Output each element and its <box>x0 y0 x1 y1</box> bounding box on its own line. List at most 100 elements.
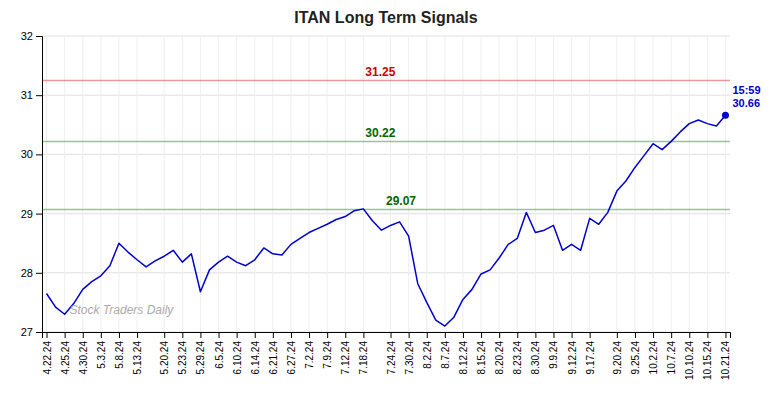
last-point <box>722 112 729 119</box>
grid-line-y <box>42 272 730 273</box>
x-tick: 5.23.24 <box>177 332 188 374</box>
x-tick: 7.2.24 <box>304 332 315 369</box>
y-tick: 31 <box>21 89 42 101</box>
y-tick-label: 30 <box>21 148 33 160</box>
signal-line <box>42 141 730 143</box>
x-tick-label: 7.24.24 <box>386 341 397 375</box>
x-tick-mark <box>689 332 690 338</box>
x-tick-label: 8.20.24 <box>494 341 505 375</box>
x-tick: 6.14.24 <box>250 332 261 374</box>
x-tick-mark <box>725 332 726 338</box>
x-tick-label: 9.20.24 <box>612 341 623 375</box>
x-tick-label: 7.12.24 <box>340 341 351 375</box>
grid-line-y <box>42 36 730 37</box>
y-tick-mark <box>36 332 42 333</box>
x-tick: 4.22.24 <box>42 332 53 374</box>
x-tick-label: 8.12.24 <box>458 341 469 375</box>
x-tick: 5.20.24 <box>159 332 170 374</box>
x-tick: 6.21.24 <box>268 332 279 374</box>
x-tick-mark <box>119 332 120 338</box>
x-tick-label: 8.7.24 <box>440 341 451 369</box>
x-tick-label: 10.7.24 <box>666 341 677 375</box>
x-tick: 6.10.24 <box>232 332 243 374</box>
y-tick-label: 31 <box>21 89 33 101</box>
x-tick-mark <box>653 332 654 338</box>
x-tick-label: 10.10.24 <box>684 341 695 380</box>
x-tick-label: 6.21.24 <box>268 341 279 375</box>
x-axis: 4.22.24 4.25.24 4.30.24 5.3.24 5.8.24 5.13.24… <box>42 332 732 380</box>
x-tick-mark <box>409 332 410 338</box>
x-tick-label: 9.25.24 <box>630 341 641 375</box>
x-tick-mark <box>219 332 220 338</box>
x-tick-mark <box>273 332 274 338</box>
x-tick-mark <box>635 332 636 338</box>
watermark: Stock Traders Daily <box>70 303 175 317</box>
x-tick: 6.27.24 <box>286 332 297 374</box>
x-tick: 4.30.24 <box>78 332 89 374</box>
y-tick-mark <box>36 36 42 37</box>
x-tick-label: 8.23.24 <box>512 341 523 375</box>
x-tick-mark <box>137 332 138 338</box>
x-tick-label: 7.30.24 <box>404 341 415 375</box>
x-tick-mark <box>499 332 500 338</box>
x-tick-mark <box>345 332 346 338</box>
x-tick-mark <box>617 332 618 338</box>
x-tick-label: 5.13.24 <box>132 341 143 375</box>
signal-line <box>42 80 730 82</box>
last-point-label: 15:59 <box>732 84 760 96</box>
x-tick-label: 9.9.24 <box>548 341 559 369</box>
x-tick: 7.30.24 <box>404 332 415 374</box>
y-tick: 27 <box>21 326 42 338</box>
x-tick-mark <box>553 332 554 338</box>
y-tick: 29 <box>21 208 42 220</box>
x-tick-label: 5.20.24 <box>159 341 170 375</box>
x-tick: 5.29.24 <box>195 332 206 374</box>
y-tick-mark <box>36 273 42 274</box>
x-tick: 6.5.24 <box>214 332 225 369</box>
chart-svg: 2728293031324.22.244.25.244.30.245.3.245… <box>0 0 784 398</box>
x-tick-label: 9.17.24 <box>585 341 596 375</box>
x-tick: 10.2.24 <box>648 332 659 374</box>
x-tick-mark <box>391 332 392 338</box>
x-tick: 7.18.24 <box>358 332 369 374</box>
x-tick-mark <box>101 332 102 338</box>
x-tick-label: 7.2.24 <box>304 341 315 369</box>
x-tick-mark <box>427 332 428 338</box>
x-tick-mark <box>200 332 201 338</box>
x-tick: 10.7.24 <box>666 332 677 374</box>
x-tick-mark <box>572 332 573 338</box>
y-axis: 272829303132 <box>21 30 43 338</box>
x-tick-label: 5.3.24 <box>96 341 107 369</box>
x-tick-mark <box>255 332 256 338</box>
x-tick-mark <box>327 332 328 338</box>
x-tick-label: 5.23.24 <box>177 341 188 375</box>
x-tick-label: 6.10.24 <box>232 341 243 375</box>
x-tick-label: 10.21.24 <box>720 341 731 380</box>
x-tick-label: 7.9.24 <box>322 341 333 369</box>
x-tick: 10.10.24 <box>684 332 695 380</box>
x-tick-mark <box>291 332 292 338</box>
x-tick-label: 7.18.24 <box>358 341 369 375</box>
x-tick: 9.25.24 <box>630 332 641 374</box>
plot-area: 2728293031324.22.244.25.244.30.245.3.245… <box>21 30 761 380</box>
marks <box>42 80 730 326</box>
x-tick-mark <box>65 332 66 338</box>
x-tick-mark <box>237 332 238 338</box>
x-tick: 8.15.24 <box>476 332 487 374</box>
x-tick-label: 8.30.24 <box>530 341 541 375</box>
x-tick-mark <box>707 332 708 338</box>
signal-label: 29.07 <box>386 194 416 208</box>
x-tick-label: 4.25.24 <box>60 341 71 375</box>
x-tick: 9.17.24 <box>585 332 596 374</box>
x-tick-label: 10.2.24 <box>648 341 659 375</box>
x-tick-mark <box>535 332 536 338</box>
y-tick-mark <box>36 95 42 96</box>
x-tick-mark <box>671 332 672 338</box>
x-tick: 10.15.24 <box>702 332 713 380</box>
x-tick: 7.12.24 <box>340 332 351 374</box>
grid <box>42 36 730 332</box>
x-tick: 5.3.24 <box>96 332 107 369</box>
x-tick-label: 6.5.24 <box>214 341 225 369</box>
y-axis-line <box>36 37 43 333</box>
x-tick-label: 5.8.24 <box>114 341 125 369</box>
